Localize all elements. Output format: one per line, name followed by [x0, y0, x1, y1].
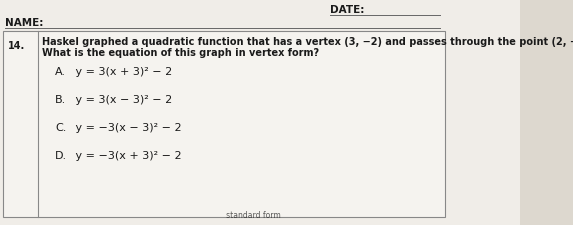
- Text: y = 3(x − 3)² − 2: y = 3(x − 3)² − 2: [72, 95, 172, 105]
- Text: NAME:: NAME:: [5, 18, 44, 28]
- Text: D.: D.: [55, 151, 67, 161]
- Text: y = −3(x + 3)² − 2: y = −3(x + 3)² − 2: [72, 151, 182, 161]
- Text: y = 3(x + 3)² − 2: y = 3(x + 3)² − 2: [72, 67, 172, 77]
- FancyBboxPatch shape: [0, 0, 520, 225]
- Text: Haskel graphed a quadratic function that has a vertex (3, −2) and passes through: Haskel graphed a quadratic function that…: [42, 37, 573, 47]
- Text: B.: B.: [55, 95, 66, 105]
- Text: y = −3(x − 3)² − 2: y = −3(x − 3)² − 2: [72, 123, 182, 133]
- Text: 14.: 14.: [8, 41, 25, 51]
- Text: DATE:: DATE:: [330, 5, 364, 15]
- Text: standard form: standard form: [200, 211, 281, 220]
- FancyBboxPatch shape: [3, 31, 445, 217]
- Text: A.: A.: [55, 67, 66, 77]
- Text: C.: C.: [55, 123, 66, 133]
- Text: What is the equation of this graph in vertex form?: What is the equation of this graph in ve…: [42, 48, 319, 58]
